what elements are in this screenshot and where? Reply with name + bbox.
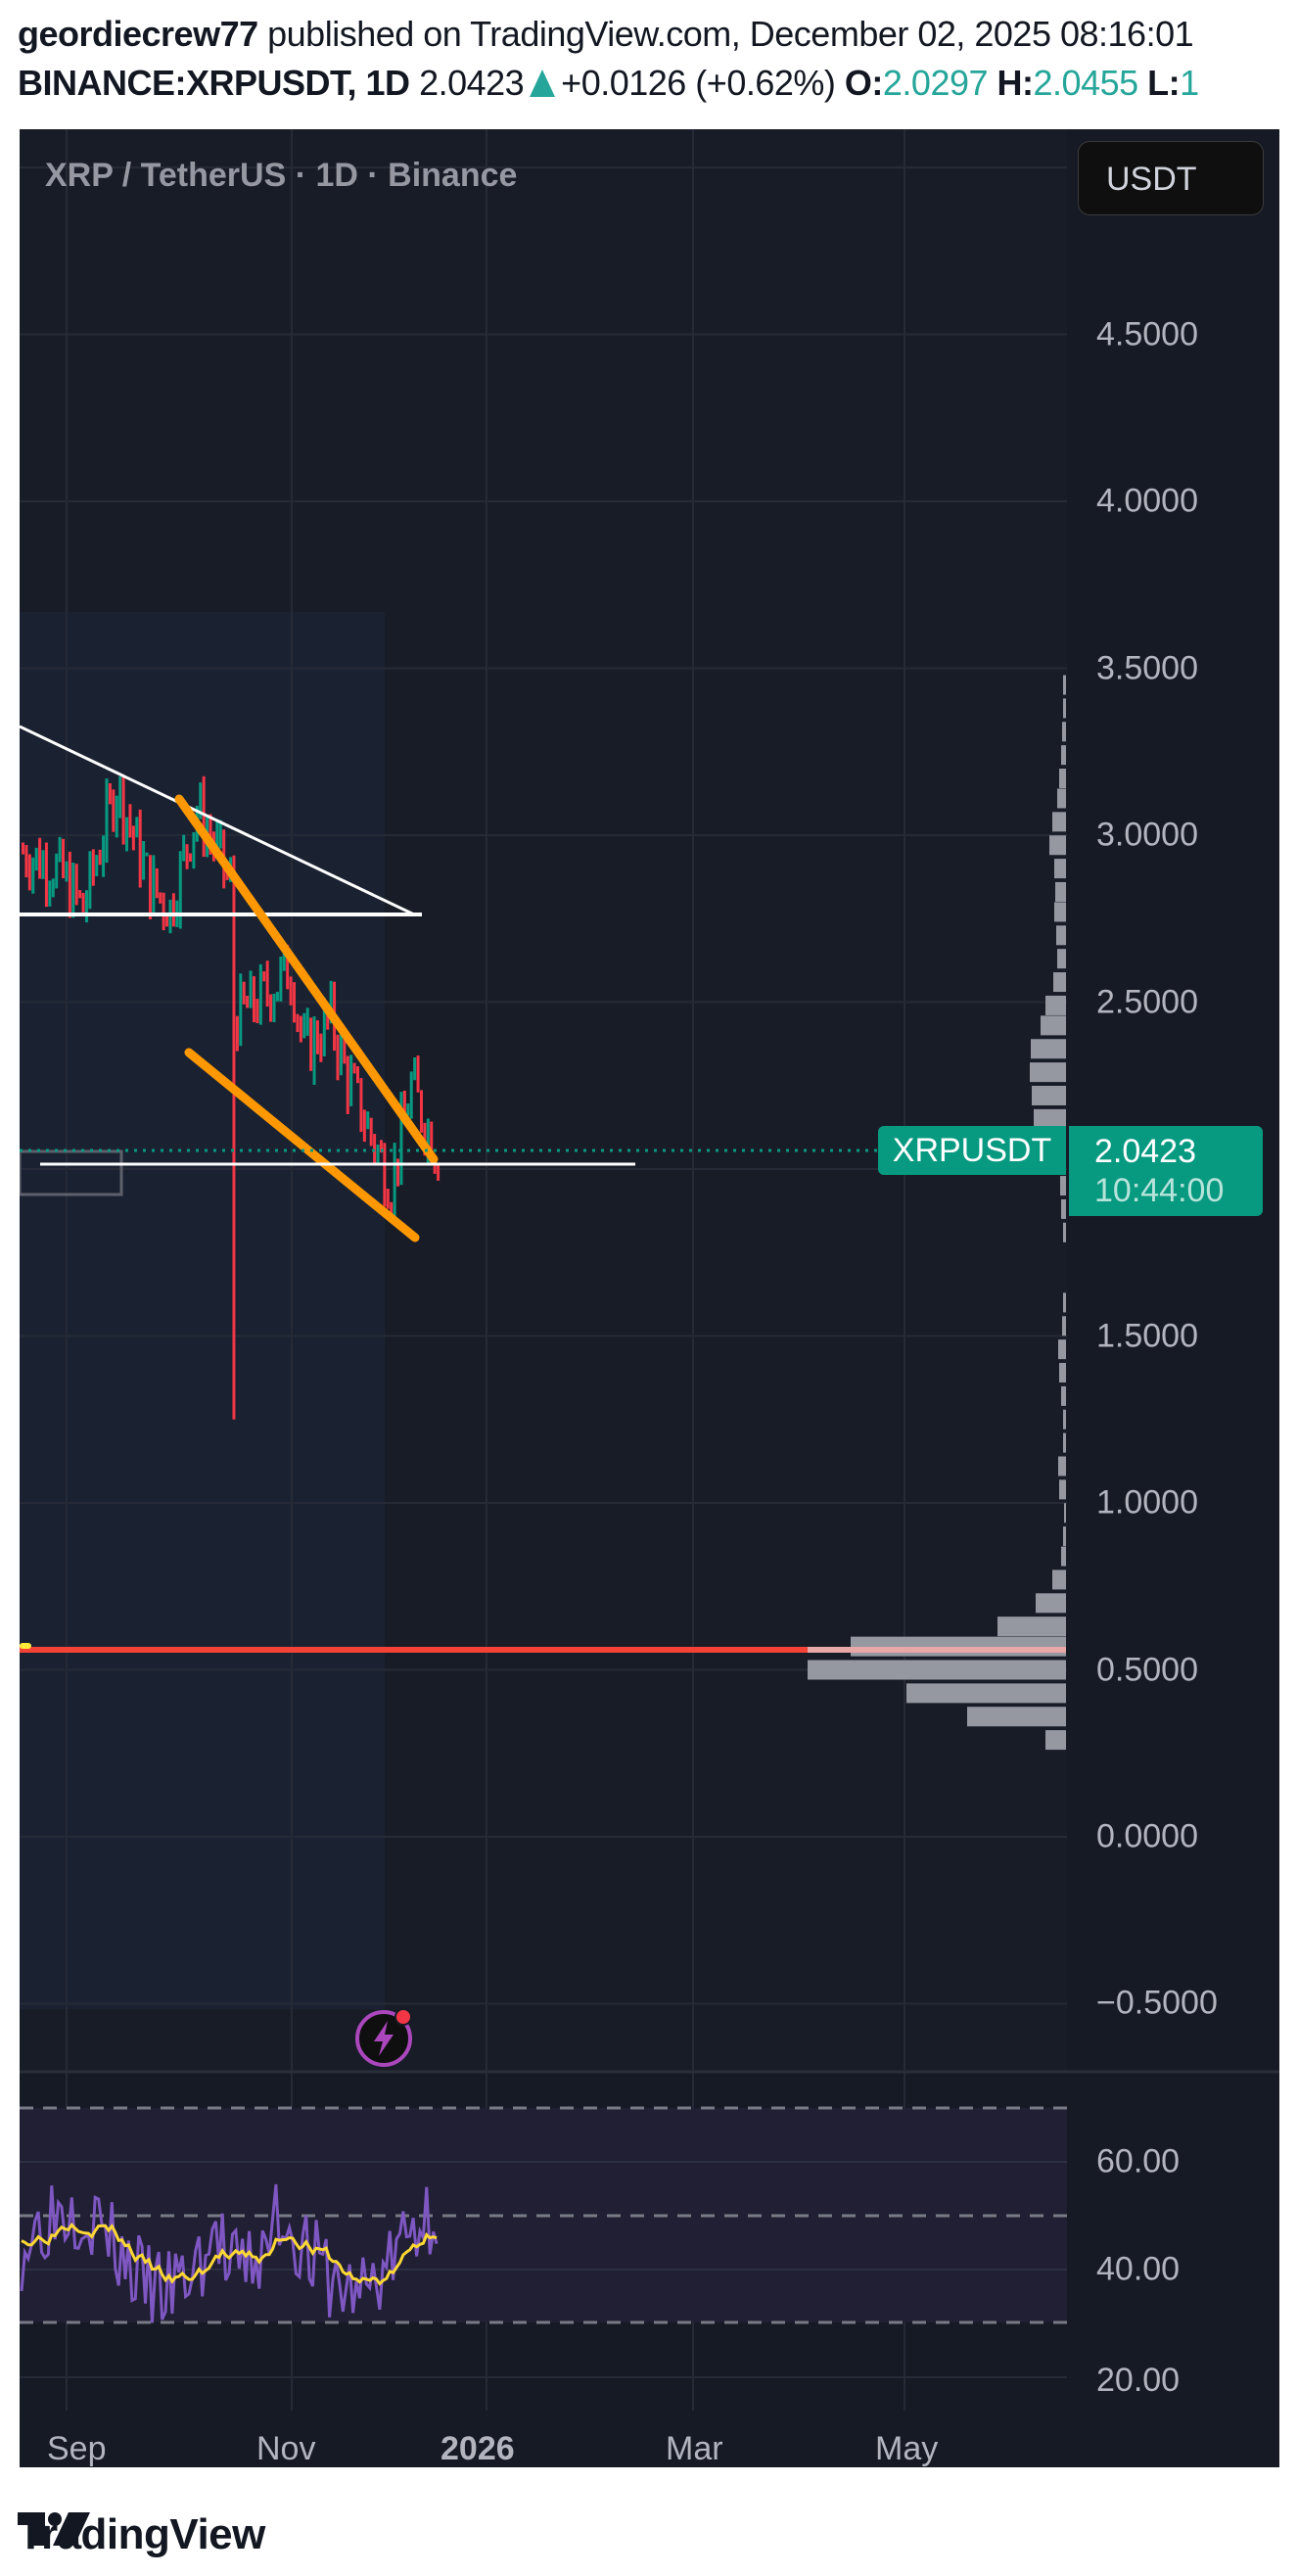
currency-button[interactable]: USDT (1078, 141, 1264, 215)
open-value: 2.0297 (882, 63, 989, 103)
up-triangle-icon (530, 70, 556, 97)
time-axis-label: Nov (256, 2430, 316, 2467)
high-label: H: (997, 63, 1035, 103)
rsi-axis-label: 20.00 (1096, 2362, 1181, 2393)
price-axis-label: 0.0000 (1096, 1817, 1198, 1855)
rsi-axis-label: 60.00 (1096, 2142, 1181, 2180)
time-axis-label: 2026 (440, 2430, 515, 2467)
price-axis-label: 0.5000 (1096, 1651, 1198, 1689)
chart-canvas[interactable] (20, 129, 1279, 2467)
bar-countdown: 10:44:00 (1094, 1172, 1225, 1209)
price-axis-label: −0.5000 (1096, 1984, 1218, 2022)
chart-panel[interactable]: XRP / TetherUS · 1D · Binance USDT 4.500… (20, 129, 1279, 2467)
price-axis-label: 3.5000 (1096, 649, 1198, 687)
rsi-axis-label: 40.00 (1096, 2250, 1181, 2288)
price-axis-label: 1.5000 (1096, 1317, 1198, 1355)
price-axis-label: 4.5000 (1096, 315, 1198, 353)
time-axis-label: Mar (666, 2430, 723, 2467)
low-value: 1 (1180, 63, 1199, 103)
high-value: 2.0455 (1033, 63, 1139, 103)
last-price: 2.0423 (419, 63, 525, 103)
publish-line: geordiecrew77 published on TradingView.c… (18, 14, 1194, 55)
price-axis-label: 2.5000 (1096, 983, 1198, 1021)
last-price-value: 2.0423 (1094, 1133, 1196, 1170)
low-label: L: (1147, 63, 1181, 103)
chart-legend: XRP / TetherUS · 1D · Binance (45, 157, 518, 194)
time-axis-label: Sep (47, 2430, 107, 2467)
author-name[interactable]: geordiecrew77 (18, 14, 258, 54)
open-label: O: (844, 63, 884, 103)
tradingview-logo-icon (18, 2512, 90, 2546)
time-axis-label: May (875, 2430, 939, 2467)
price-change: +0.0126 (+0.62%) (561, 63, 836, 103)
price-axis-label: 4.0000 (1096, 482, 1198, 520)
tradingview-logo[interactable]: TradingView (18, 2510, 265, 2558)
last-price-tag: 2.0423 10:44:00 (1069, 1126, 1263, 1216)
lightning-icon[interactable] (352, 2007, 415, 2070)
symbol-price-tag: XRPUSDT (878, 1126, 1066, 1175)
publish-info: published on TradingView.com, December 0… (257, 14, 1194, 54)
price-axis-label: 3.0000 (1096, 816, 1198, 854)
price-axis-label: 1.0000 (1096, 1483, 1198, 1522)
ohlc-line: BINANCE:XRPUSDT, 1D 2.0423 +0.0126 (+0.62… (18, 63, 1199, 104)
symbol-name: BINANCE:XRPUSDT, 1D (18, 63, 410, 103)
